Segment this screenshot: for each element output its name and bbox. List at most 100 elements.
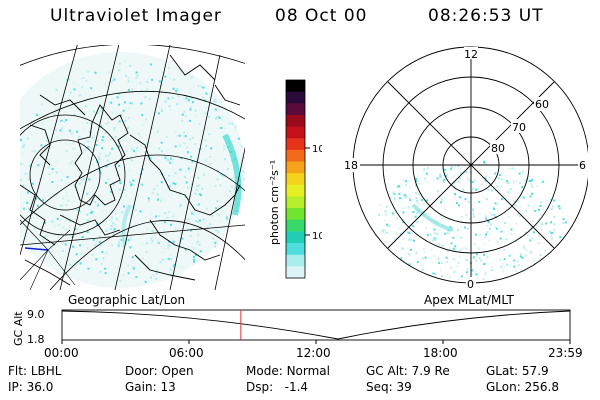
colorbar-cell <box>286 138 305 151</box>
emission-pixel <box>472 209 474 212</box>
emission-pixel <box>230 178 233 181</box>
emission-pixel <box>215 229 218 232</box>
emission-pixel <box>158 215 161 217</box>
emission-pixel <box>75 174 78 177</box>
emission-pixel <box>441 244 444 247</box>
emission-pixel <box>40 144 43 147</box>
emission-pixel <box>510 232 513 235</box>
emission-pixel <box>110 190 113 193</box>
emission-pixel <box>113 129 116 131</box>
emission-pixel <box>198 184 201 187</box>
emission-pixel <box>60 179 63 182</box>
emission-pixel <box>469 171 472 174</box>
emission-pixel <box>540 214 542 217</box>
emission-pixel <box>27 178 30 181</box>
emission-pixel <box>452 247 455 250</box>
emission-pixel <box>112 222 115 225</box>
emission-pixel <box>122 274 125 277</box>
emission-pixel <box>188 98 191 100</box>
emission-pixel <box>173 264 176 267</box>
emission-pixel <box>540 228 543 231</box>
emission-pixel <box>465 214 468 217</box>
emission-pixel <box>105 181 107 184</box>
emission-pixel <box>107 154 110 157</box>
emission-pixel <box>241 197 244 200</box>
emission-pixel <box>472 215 475 218</box>
emission-pixel <box>121 95 124 98</box>
emission-pixel <box>74 228 77 230</box>
emission-pixel <box>514 168 517 171</box>
emission-pixel <box>502 270 505 273</box>
emission-pixel <box>441 167 444 170</box>
emission-pixel <box>530 250 533 253</box>
emission-pixel <box>441 261 444 264</box>
emission-pixel <box>98 241 101 244</box>
emission-pixel <box>141 124 144 127</box>
lat-label-80: 80 <box>491 142 505 155</box>
emission-pixel <box>189 138 192 141</box>
emission-pixel <box>383 219 386 222</box>
emission-pixel <box>529 239 532 242</box>
emission-pixel <box>60 204 63 207</box>
emission-pixel <box>196 157 199 160</box>
emission-pixel <box>491 188 494 191</box>
emission-pixel <box>417 193 420 196</box>
emission-pixel <box>499 259 502 262</box>
emission-pixel <box>127 264 130 267</box>
status-filter: Flt: LBHL <box>8 364 62 378</box>
emission-pixel <box>531 192 533 195</box>
emission-pixel <box>131 256 134 259</box>
emission-pixel <box>69 162 72 165</box>
emission-pixel <box>393 211 396 214</box>
emission-pixel <box>125 74 127 77</box>
emission-pixel <box>463 226 466 229</box>
emission-pixel <box>204 86 207 89</box>
emission-pixel <box>231 122 234 125</box>
emission-pixel <box>161 251 164 254</box>
emission-pixel <box>65 228 67 231</box>
emission-pixel <box>150 242 153 245</box>
emission-pixel <box>402 194 405 197</box>
emission-pixel <box>540 201 543 204</box>
emission-pixel <box>28 196 31 199</box>
emission-pixel <box>475 273 478 276</box>
emission-pixel <box>62 249 65 252</box>
emission-pixel <box>562 222 565 224</box>
emission-pixel <box>176 103 179 106</box>
colorbar-cell <box>286 161 305 174</box>
emission-pixel <box>164 156 167 159</box>
emission-pixel <box>193 247 196 250</box>
emission-pixel <box>553 199 556 202</box>
emission-pixel <box>98 155 101 158</box>
emission-pixel <box>69 220 71 223</box>
emission-pixel <box>26 201 29 204</box>
emission-pixel <box>472 208 475 211</box>
emission-pixel <box>151 192 154 194</box>
colorbar-cell <box>286 254 305 267</box>
emission-pixel <box>548 230 551 233</box>
emission-pixel <box>472 267 475 270</box>
emission-pixel <box>538 258 541 261</box>
emission-pixel <box>384 210 387 213</box>
emission-pixel <box>450 168 453 171</box>
emission-pixel <box>495 227 498 230</box>
emission-pixel <box>543 249 546 252</box>
emission-pixel <box>472 187 475 190</box>
emission-pixel <box>436 232 439 235</box>
emission-pixel <box>116 96 119 99</box>
emission-pixel <box>185 97 188 100</box>
emission-pixel <box>222 174 225 177</box>
emission-pixel <box>542 207 545 210</box>
emission-pixel <box>185 170 188 173</box>
emission-pixel <box>412 239 415 242</box>
emission-pixel <box>224 158 226 160</box>
emission-pixel <box>399 232 402 235</box>
emission-pixel <box>210 147 213 150</box>
emission-pixel <box>381 230 384 233</box>
emission-pixel <box>185 158 188 161</box>
emission-pixel <box>99 270 102 273</box>
emission-pixel <box>393 192 396 195</box>
emission-pixel <box>36 114 38 117</box>
emission-pixel <box>147 200 150 202</box>
emission-pixel <box>461 247 464 250</box>
